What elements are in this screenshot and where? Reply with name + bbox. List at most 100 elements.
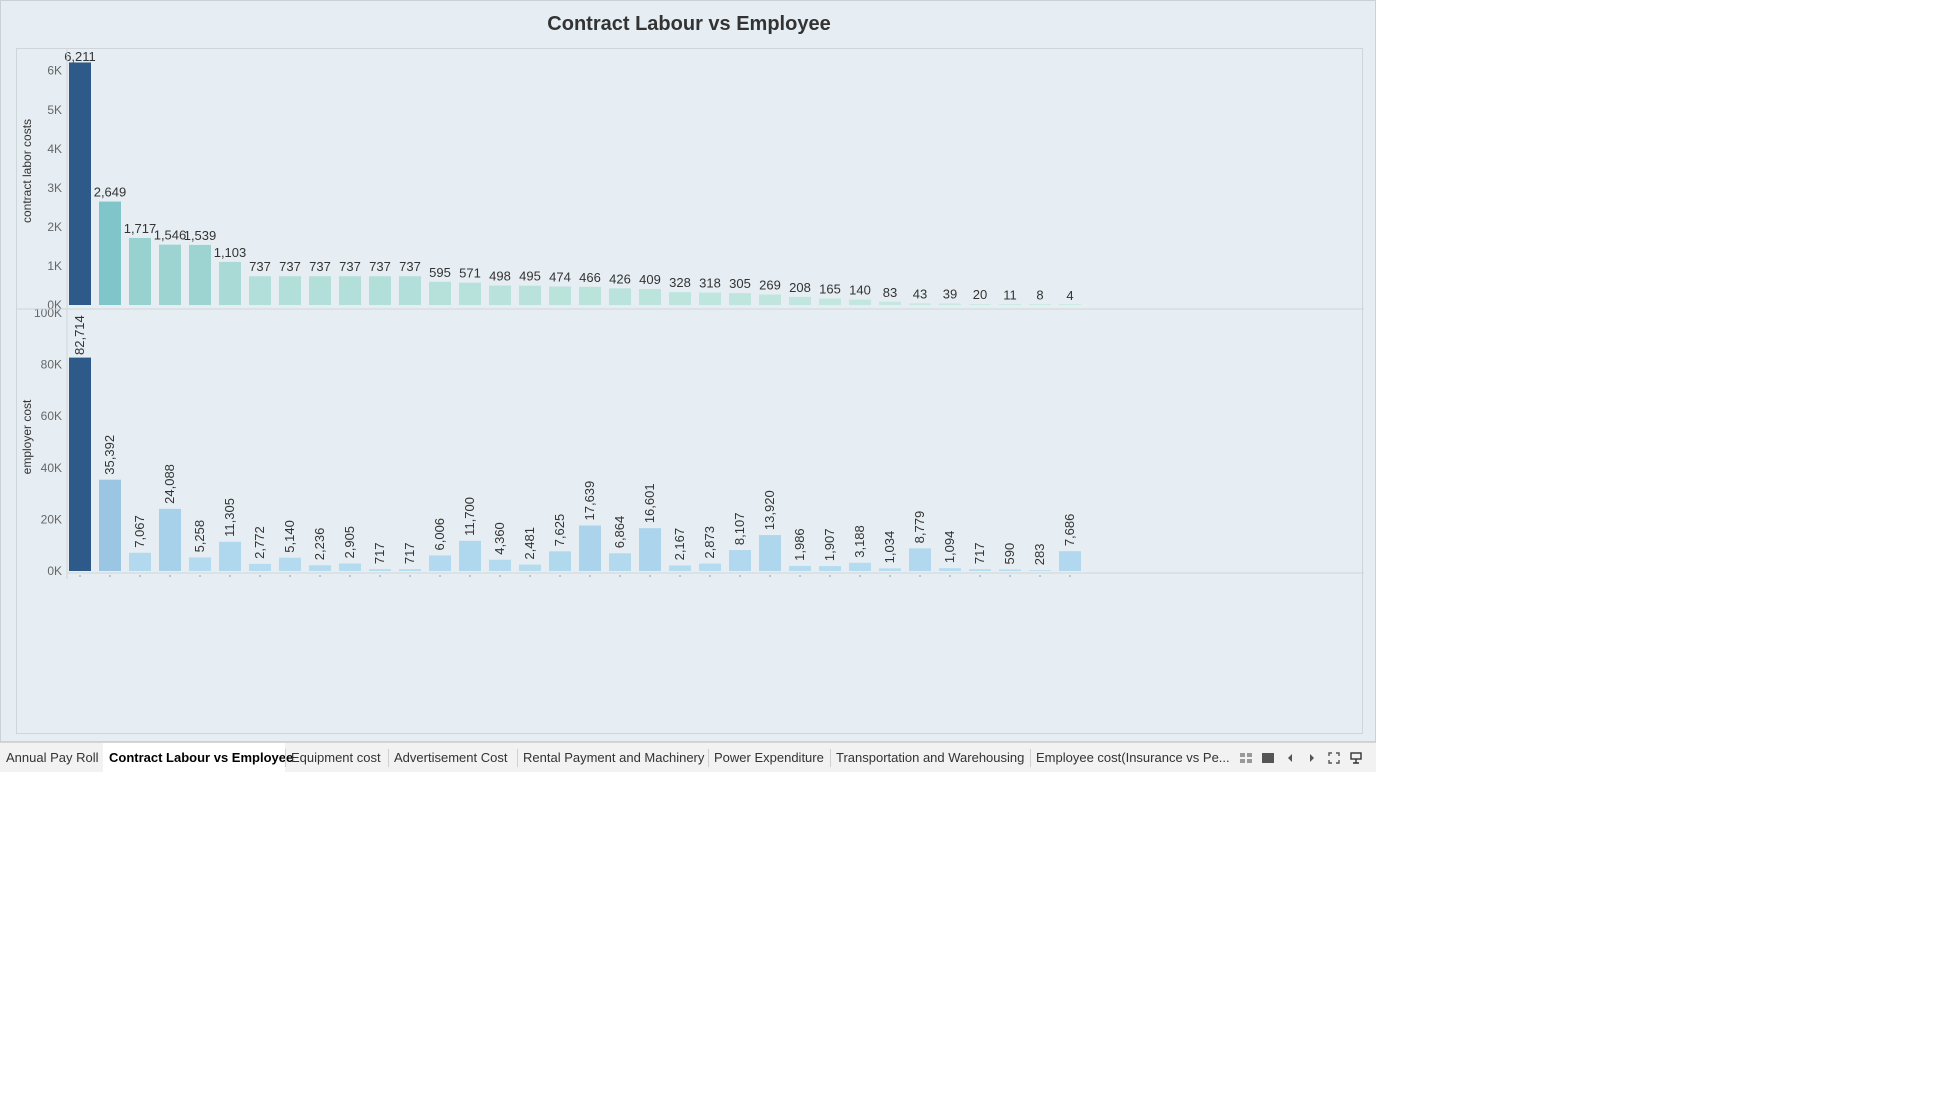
bar [819, 298, 841, 305]
bar [669, 292, 691, 305]
bar [249, 563, 271, 571]
y-tick-label: 100K [34, 306, 62, 320]
tab-divider [830, 749, 831, 767]
bar [309, 565, 331, 571]
data-label: 328 [669, 275, 691, 290]
bar [399, 569, 421, 571]
data-label: 466 [579, 270, 601, 285]
bar [249, 276, 271, 305]
chevron-right-icon[interactable] [1305, 751, 1319, 765]
data-label: 1,094 [942, 531, 957, 564]
bar [1059, 304, 1081, 305]
bar [309, 276, 331, 305]
data-label: 283 [1032, 544, 1047, 566]
presentation-icon[interactable] [1349, 751, 1363, 765]
bar [699, 563, 721, 571]
data-label: 11,305 [222, 498, 237, 537]
chevron-left-icon[interactable] [1283, 751, 1297, 765]
tab-advertisement-cost[interactable]: Advertisement Cost [394, 750, 508, 765]
bar [639, 289, 661, 305]
y-tick-label: 6K [47, 64, 62, 78]
data-label: 2,873 [702, 526, 717, 559]
bar [909, 303, 931, 305]
data-label: 737 [279, 259, 301, 274]
data-label: 5,140 [282, 520, 297, 553]
bar [1029, 304, 1051, 305]
bar [999, 569, 1021, 571]
bar [219, 541, 241, 571]
bar [339, 276, 361, 305]
bar [69, 62, 91, 306]
data-label: 4 [1066, 288, 1073, 303]
data-label: 305 [729, 276, 751, 291]
data-label: 1,539 [184, 228, 217, 243]
sheet-tab-bar: Annual Pay Roll Contract Labour vs Emplo… [0, 742, 1376, 773]
tab-annual-pay-roll[interactable]: Annual Pay Roll [6, 750, 99, 765]
bar [189, 557, 211, 571]
data-label: 571 [459, 266, 481, 281]
bar [789, 296, 811, 305]
y-tick-label: 40K [41, 461, 62, 475]
data-label: 1,034 [882, 531, 897, 564]
bar [129, 552, 151, 571]
bar [789, 565, 811, 571]
bar [579, 525, 601, 571]
tab-equipment-cost[interactable]: Equipment cost [291, 750, 381, 765]
bar [159, 244, 181, 305]
bar [129, 237, 151, 305]
bar [99, 479, 121, 571]
bar [549, 551, 571, 571]
bar [99, 201, 121, 305]
bar [969, 304, 991, 305]
tab-power-expenditure[interactable]: Power Expenditure [714, 750, 824, 765]
data-label: 737 [249, 259, 271, 274]
bar [489, 285, 511, 305]
bar [489, 559, 511, 571]
grid-view-icon[interactable] [1239, 751, 1253, 765]
data-label: 590 [1002, 543, 1017, 565]
data-label: 2,236 [312, 528, 327, 561]
y-tick-label: 0K [47, 564, 62, 578]
tab-divider [1030, 749, 1031, 767]
data-label: 1,986 [792, 528, 807, 561]
tab-divider [285, 749, 286, 767]
bar [879, 301, 901, 305]
bar [1059, 551, 1081, 571]
data-label: 43 [913, 286, 927, 301]
chart-svg: contract labor costs 0K 1K 2K 3K 4K 5K 6K6,211 2… [17, 49, 1364, 579]
filmstrip-icon[interactable] [1261, 751, 1275, 765]
data-label: 737 [339, 259, 361, 274]
bar [219, 261, 241, 305]
data-label: 498 [489, 269, 511, 284]
data-label: 1,103 [214, 245, 247, 260]
tab-transportation-and-warehousing[interactable]: Transportation and Warehousing [836, 750, 1025, 765]
tab-contract-labour-vs-employee[interactable]: Contract Labour vs Employee [103, 743, 293, 773]
fullscreen-icon[interactable] [1327, 751, 1341, 765]
data-label: 737 [369, 259, 391, 274]
data-label: 5,258 [192, 520, 207, 553]
bar [459, 540, 481, 571]
data-label: 20 [973, 287, 987, 302]
tab-divider [708, 749, 709, 767]
data-label: 2,772 [252, 526, 267, 559]
bar [759, 535, 781, 571]
chart-title: Contract Labour vs Employee [547, 13, 831, 35]
bar [909, 548, 931, 571]
bar [579, 286, 601, 305]
bar [519, 285, 541, 305]
data-label: 6,864 [612, 516, 627, 549]
bar [969, 569, 991, 571]
tab-employee-cost[interactable]: Employee cost(Insurance vs Pe... [1036, 750, 1230, 765]
data-label: 2,649 [94, 185, 127, 200]
data-label: 17,639 [582, 481, 597, 521]
chart-area: contract labor costs 0K 1K 2K 3K 4K 5K 6K 6,211 2… [16, 48, 1364, 734]
bar [339, 563, 361, 571]
data-label: 717 [402, 542, 417, 564]
data-label: 318 [699, 276, 721, 291]
data-label: 6,006 [432, 518, 447, 551]
tab-rental-payment-and-machinery[interactable]: Rental Payment and Machinery [523, 750, 705, 765]
data-label: 35,392 [102, 435, 117, 475]
bar [849, 299, 871, 305]
data-label: 495 [519, 269, 541, 284]
bar [849, 562, 871, 571]
